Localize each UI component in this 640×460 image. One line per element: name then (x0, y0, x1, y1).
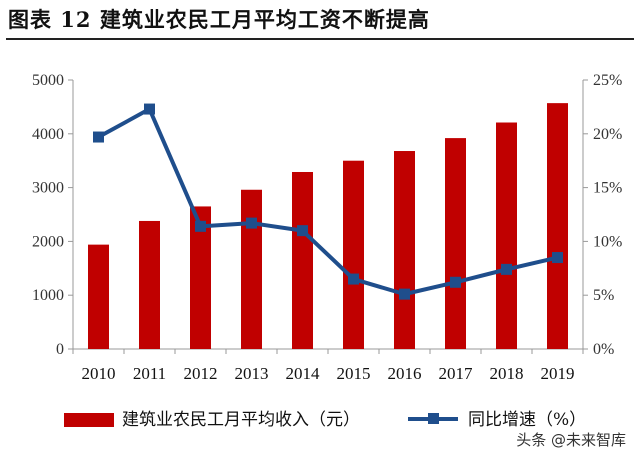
x-tick-label: 2016 (388, 364, 422, 383)
growth-point (552, 252, 563, 264)
bar (394, 151, 415, 349)
growth-point (144, 103, 155, 115)
growth-point (348, 273, 359, 285)
bar (445, 138, 466, 349)
legend-bar-swatch (64, 413, 114, 427)
bar (292, 171, 313, 349)
y-right-tick-label: 5% (593, 287, 614, 304)
bar (547, 103, 568, 349)
legend-line-marker (428, 413, 439, 424)
bar (343, 160, 364, 349)
y-left-tick-label: 0 (56, 341, 64, 358)
growth-point (195, 220, 206, 232)
x-tick-label: 2018 (490, 364, 524, 383)
growth-point (450, 276, 461, 288)
legend-bar-label: 建筑业农民工月平均收入（元） (122, 410, 360, 430)
y-right-tick-label: 0% (593, 341, 614, 358)
bar (190, 206, 211, 349)
watermark: 头条 @未来智库 (516, 431, 626, 449)
growth-point (399, 288, 410, 300)
x-tick-label: 2015 (337, 364, 371, 383)
bar (139, 220, 160, 349)
title-underline (6, 38, 634, 40)
growth-point (501, 263, 512, 275)
chart-title: 图表 12 建筑业农民工月平均工资不断提高 (8, 7, 430, 32)
y-right-tick-label: 20% (593, 126, 622, 143)
growth-point (246, 217, 257, 229)
y-left-tick-label: 1000 (32, 287, 64, 304)
combo-chart: 0 1000 2000 3000 4000 5000 0% 5% 10% 15% 20% 25% 201… (32, 72, 622, 383)
x-tick-label: 2019 (541, 364, 575, 383)
legend-line-label: 同比增速（%） (468, 410, 587, 430)
bar (496, 122, 517, 349)
growth-line (97, 107, 558, 297)
x-tick-label: 2013 (235, 364, 269, 383)
bar (241, 189, 262, 349)
y-left-tick-label: 2000 (32, 233, 64, 250)
bar (88, 244, 109, 349)
growth-point (297, 225, 308, 237)
growth-point (93, 131, 104, 143)
y-right-tick-label: 25% (593, 72, 622, 89)
y-left-tick-label: 5000 (32, 72, 64, 89)
x-tick-label: 2011 (133, 364, 166, 383)
x-tick-label: 2012 (184, 364, 218, 383)
y-right-tick-label: 15% (593, 180, 622, 197)
y-left-tick-label: 4000 (32, 126, 64, 143)
y-left-tick-label: 3000 (32, 180, 64, 197)
x-tick-label: 2014 (286, 364, 321, 383)
x-tick-label: 2010 (82, 364, 116, 383)
y-right-tick-label: 10% (593, 233, 622, 250)
x-tick-label: 2017 (439, 364, 474, 383)
